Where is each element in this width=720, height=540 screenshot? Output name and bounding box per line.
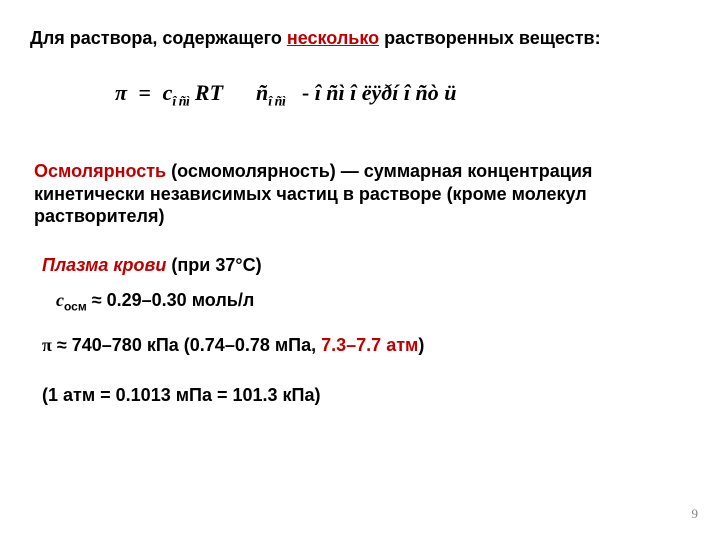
pi-post: )	[418, 335, 424, 355]
formula-ntilde: ñ	[256, 80, 268, 105]
formula-rt: RT	[189, 80, 223, 105]
formula-c: c	[163, 80, 173, 105]
cosm-var: c	[56, 290, 64, 310]
cosm-rest: ≈ 0.29–0.30 моль/л	[87, 290, 255, 310]
formula-eq: =	[133, 80, 158, 105]
slide: Для раствора, содержащего несколько раст…	[0, 0, 720, 540]
pi-value-line: π ≈ 740–780 кПа (0.74–0.78 мПа, 7.3–7.7 …	[42, 335, 424, 356]
page-number: 9	[692, 506, 699, 522]
formula-pi: π	[115, 80, 127, 105]
atm-conversion-line: (1 атм = 0.1013 мПа = 101.3 кПа)	[42, 385, 321, 406]
title-emphasis: несколько	[287, 28, 379, 48]
formula-sub2: î ñì	[268, 94, 285, 109]
title-line: Для раствора, содержащего несколько раст…	[30, 28, 601, 49]
formula-dash: -	[296, 80, 314, 105]
plasma-em: Плазма крови	[42, 255, 166, 275]
pi-atm-red: 7.3–7.7 атм	[321, 335, 418, 355]
formula-line: π = cî ñì RT ñî ñì - î ñì î ëÿðí î ñò ü	[115, 80, 456, 110]
cosm-sub: осм	[64, 300, 87, 314]
plasma-line: Плазма крови (при 37°С)	[42, 255, 262, 276]
atm-conv: (1 атм = 0.1013 мПа = 101.3 кПа)	[42, 385, 321, 405]
pi-symbol: π	[42, 335, 52, 355]
cosm-line: cосм ≈ 0.29–0.30 моль/л	[56, 290, 254, 314]
plasma-rest: (при 37°С)	[166, 255, 261, 275]
osm-term: Осмолярность	[34, 161, 166, 181]
title-pre: Для раствора, содержащего	[30, 28, 287, 48]
formula-sub1: î ñì	[172, 94, 189, 109]
title-post: растворенных веществ:	[379, 28, 600, 48]
osmolarity-definition: Осмолярность (осмомолярность) — суммарна…	[34, 160, 654, 228]
formula-garble: î ñì î ëÿðí î ñò ü	[315, 80, 457, 105]
pi-pre: ≈ 740–780 кПа (0.74–0.78 мПа,	[52, 335, 321, 355]
